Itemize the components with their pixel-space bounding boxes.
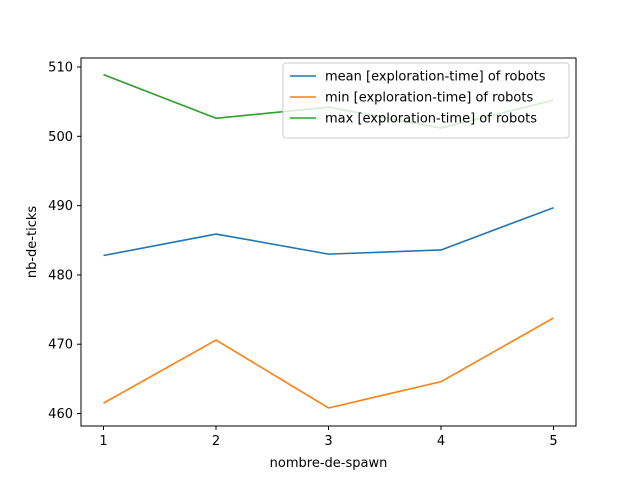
x-axis: 1 2 3 4 5 bbox=[99, 426, 558, 449]
y-tick-label: 470 bbox=[48, 338, 73, 353]
y-axis-label: nb-de-ticks bbox=[25, 206, 40, 279]
legend: mean [exploration-time] of robots min [ex… bbox=[282, 62, 570, 139]
x-tick-label: 2 bbox=[212, 434, 220, 449]
legend-label: max [exploration-time] of robots bbox=[325, 112, 537, 127]
series-line-1 bbox=[103, 206, 554, 257]
series-line-2 bbox=[103, 317, 554, 409]
y-tick-label: 510 bbox=[48, 61, 73, 76]
y-axis: 460 470 480 490 500 510 bbox=[48, 61, 81, 422]
legend-box bbox=[282, 62, 570, 139]
y-tick-label: 460 bbox=[48, 407, 73, 422]
x-axis-label: nombre-de-spawn bbox=[270, 456, 388, 471]
x-tick-label: 1 bbox=[99, 434, 107, 449]
legend-label: mean [exploration-time] of robots bbox=[325, 70, 546, 85]
x-tick-label: 5 bbox=[549, 434, 557, 449]
x-tick-label: 3 bbox=[324, 434, 332, 449]
y-tick-label: 480 bbox=[48, 268, 73, 283]
legend-label: min [exploration-time] of robots bbox=[325, 91, 533, 106]
y-tick-label: 500 bbox=[48, 130, 73, 145]
x-tick-label: 4 bbox=[437, 434, 445, 449]
y-tick-label: 490 bbox=[48, 199, 73, 214]
